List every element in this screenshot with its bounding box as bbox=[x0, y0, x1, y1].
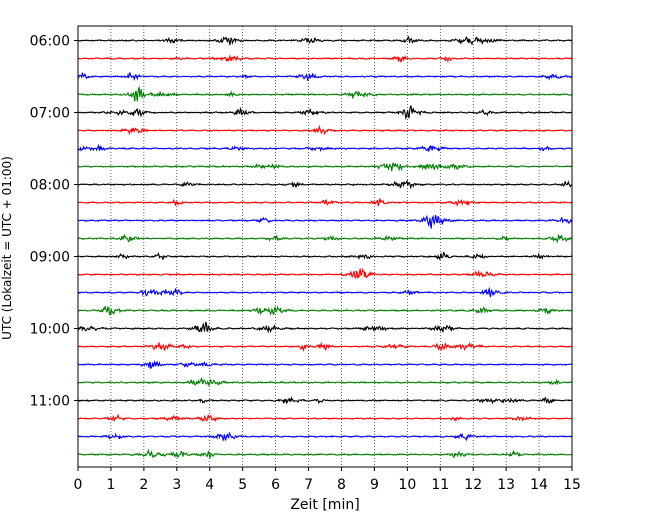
seismogram-trace bbox=[77, 448, 573, 459]
seismogram-trace bbox=[77, 35, 573, 46]
y-tick-label: 08:00 bbox=[30, 178, 70, 194]
seismogram-trace bbox=[77, 359, 573, 370]
seismogram-trace bbox=[77, 105, 573, 121]
seismogram-trace bbox=[77, 233, 573, 244]
plot-frame bbox=[77, 25, 573, 468]
x-tick-label: 13 bbox=[497, 477, 515, 493]
seismogram-trace bbox=[77, 413, 573, 423]
seismogram-trace bbox=[77, 179, 573, 190]
seismogram-trace bbox=[77, 341, 573, 352]
y-tick-label: 10:00 bbox=[30, 322, 70, 338]
x-tick-label: 1 bbox=[106, 477, 115, 493]
x-tick-label: 5 bbox=[238, 477, 247, 493]
seismogram-trace bbox=[77, 267, 573, 279]
seismogram-trace bbox=[77, 321, 573, 334]
seismogram-trace bbox=[77, 85, 573, 102]
seismogram-trace bbox=[77, 305, 573, 316]
x-tick-label: 15 bbox=[563, 477, 581, 493]
seismogram-trace bbox=[77, 124, 573, 136]
x-tick-label: 0 bbox=[74, 477, 83, 493]
seismogram-trace bbox=[77, 377, 573, 387]
seismogram-trace bbox=[77, 143, 573, 153]
y-tick-label: 06:00 bbox=[30, 34, 70, 50]
seismogram-trace bbox=[77, 72, 573, 82]
y-tick-label: 07:00 bbox=[30, 106, 70, 122]
x-tick-label: 7 bbox=[304, 477, 313, 493]
x-tick-label: 4 bbox=[205, 477, 214, 493]
seismogram-trace bbox=[77, 198, 573, 207]
x-tick-label: 2 bbox=[139, 477, 148, 493]
x-tick-label: 6 bbox=[271, 477, 280, 493]
seismogram-trace bbox=[77, 214, 573, 229]
seismogram-traces bbox=[77, 35, 573, 459]
x-tick-label: 14 bbox=[530, 477, 548, 493]
x-tick-label: 3 bbox=[172, 477, 181, 493]
y-axis-label: UTC (Lokalzeit = UTC + 01:00) bbox=[0, 156, 14, 340]
x-tick-label: 12 bbox=[464, 477, 482, 493]
x-tick-label: 11 bbox=[431, 477, 449, 493]
x-axis-ticks: 0 1 2 3 4 5 6 7 8 9 10 11 12 13 14 15 bbox=[74, 467, 581, 493]
y-axis-ticks: 06:00 07:00 08:00 09:00 10:00 11:00 bbox=[30, 34, 78, 410]
x-tick-label: 8 bbox=[337, 477, 346, 493]
seismogram-trace bbox=[77, 54, 573, 63]
x-axis-label: Zeit [min] bbox=[290, 497, 359, 513]
y-tick-label: 11:00 bbox=[30, 394, 70, 410]
x-tick-label: 9 bbox=[370, 477, 379, 493]
seismogram-trace bbox=[77, 286, 573, 298]
y-tick-label: 09:00 bbox=[30, 250, 70, 266]
seismogram-trace bbox=[77, 396, 573, 405]
seismogram-trace bbox=[77, 251, 573, 261]
seismogram-trace bbox=[77, 162, 573, 172]
seismogram-trace bbox=[77, 431, 573, 443]
x-tick-label: 10 bbox=[398, 477, 416, 493]
